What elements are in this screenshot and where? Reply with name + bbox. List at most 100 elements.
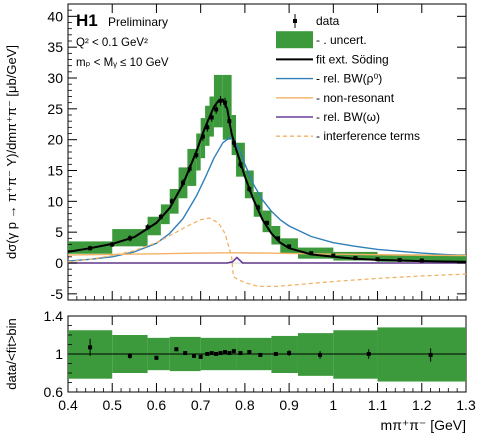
lower-ratio-points: [88, 338, 433, 362]
uncertainty-box: [231, 115, 237, 156]
legend-label: - non-resonant: [316, 91, 395, 105]
data-point: [145, 225, 150, 230]
uncertainty-box: [297, 247, 334, 259]
ratio-point: [238, 351, 243, 356]
data-point: [209, 115, 214, 120]
series-line: [68, 98, 466, 263]
legend-label: data: [316, 14, 340, 28]
x-tick-label: 0.9: [279, 397, 299, 413]
upper-uncertainty-band: [68, 74, 466, 262]
data-point: [309, 251, 314, 256]
data-point: [88, 246, 93, 251]
ratio-point: [366, 352, 371, 356]
uncertainty-box: [187, 148, 197, 186]
x-tick-label: 0.7: [191, 397, 211, 413]
legend-marker: [293, 19, 297, 23]
series-line: [68, 256, 466, 264]
data-point: [180, 180, 185, 185]
data-point: [214, 107, 219, 112]
ratio-point: [192, 353, 197, 358]
lower-y-axis-label: data/<fit>bin: [4, 318, 19, 390]
ratio-point: [287, 351, 292, 356]
ratio-point: [222, 350, 227, 355]
ratio-point: [218, 351, 223, 356]
ratio-point: [273, 352, 278, 356]
y-tick-label: 30: [47, 70, 63, 86]
ratio-y-tick-label: 0.6: [44, 384, 64, 400]
upper-y-axis: -5 0 5 10 15 20 25 30 35 40: [47, 3, 467, 302]
series-line: [68, 137, 466, 262]
data-point: [110, 242, 115, 247]
data-point: [205, 125, 210, 130]
upper-data-points: [88, 95, 424, 263]
data-point: [200, 134, 205, 139]
ratio-point: [88, 345, 93, 350]
data-point: [227, 119, 232, 124]
data-point: [169, 199, 174, 204]
ratio-y-tick-label: 1: [55, 346, 63, 362]
y-tick-label: 20: [47, 132, 63, 148]
lower-axes: 0.6 1 1.4 0.4 0.5 0.6 0.7 0.8 0.9 1 1.1 1.2 1.3: [44, 308, 476, 413]
y-tick-label: 25: [47, 101, 63, 117]
x-tick-label: 1.2: [412, 397, 432, 413]
series-line: [68, 252, 466, 257]
data-point: [331, 253, 336, 258]
ratio-point: [198, 354, 203, 359]
ratio-point: [428, 352, 433, 357]
y-tick-label: 40: [47, 8, 63, 24]
x-tick-label: 1.1: [368, 397, 388, 413]
legend-label: fit ext. Söding: [316, 52, 389, 66]
series-line: [68, 217, 466, 288]
y-tick-label: 5: [55, 224, 63, 240]
ratio-point: [227, 351, 232, 356]
ratio-point: [174, 347, 179, 352]
data-point: [218, 98, 223, 103]
y-tick-label: 0: [55, 255, 63, 271]
data-point: [353, 256, 358, 261]
y-tick-label: -5: [51, 286, 64, 302]
x-tick-label: 0.5: [102, 397, 122, 413]
legend-label: - rel. BW(ω): [316, 110, 380, 124]
upper-y-axis-label: dσ(γ p → π⁺π⁻ Y)/dmπ⁺π⁻ [μb/GeV]: [4, 45, 19, 259]
x-tick-label: 0.8: [235, 397, 255, 413]
uncertainty-box: [253, 192, 263, 217]
ratio-point: [231, 349, 236, 354]
ratio-point: [258, 352, 263, 357]
ratio-point: [214, 352, 219, 356]
y-tick-label: 35: [47, 39, 63, 55]
legend-label: - interference terms: [316, 129, 420, 143]
chart-subtitle: Preliminary: [108, 15, 168, 29]
ratio-point: [127, 353, 132, 358]
data-point: [419, 258, 424, 263]
legend-label: - . uncert.: [316, 33, 367, 47]
data-point: [256, 205, 261, 210]
legend-label: - rel. BW(ρ⁰): [316, 72, 382, 86]
data-point: [194, 153, 199, 158]
ratio-point: [209, 351, 214, 356]
x-tick-label: 0.4: [58, 397, 78, 413]
annotation-mass-range: mₚ < Mᵧ ≤ 10 GeV: [76, 57, 169, 69]
x-tick-label: 0.6: [147, 397, 167, 413]
data-point: [127, 236, 132, 241]
chart-title: H1: [76, 11, 98, 30]
annotation-q2: Q² < 0.1 GeV²: [76, 37, 148, 49]
ratio-point: [318, 352, 323, 357]
x-tick-label: 1: [329, 397, 337, 413]
upper-model-curves: [68, 98, 466, 288]
data-point: [222, 100, 227, 105]
uncertainty-box: [244, 170, 254, 199]
uncertainty-box: [271, 226, 281, 245]
ratio-y-tick-label: 1.4: [44, 308, 64, 324]
ratio-point: [183, 351, 188, 356]
data-point: [187, 166, 192, 171]
data-point: [238, 162, 243, 167]
data-point: [375, 257, 380, 262]
data-point: [247, 187, 252, 191]
legend: data - . uncert. fit ext. Söding - rel. BW(…: [276, 14, 420, 143]
ratio-point: [247, 350, 252, 355]
ratio-point: [154, 355, 159, 360]
data-point: [397, 257, 402, 262]
y-tick-label: 10: [47, 193, 63, 209]
